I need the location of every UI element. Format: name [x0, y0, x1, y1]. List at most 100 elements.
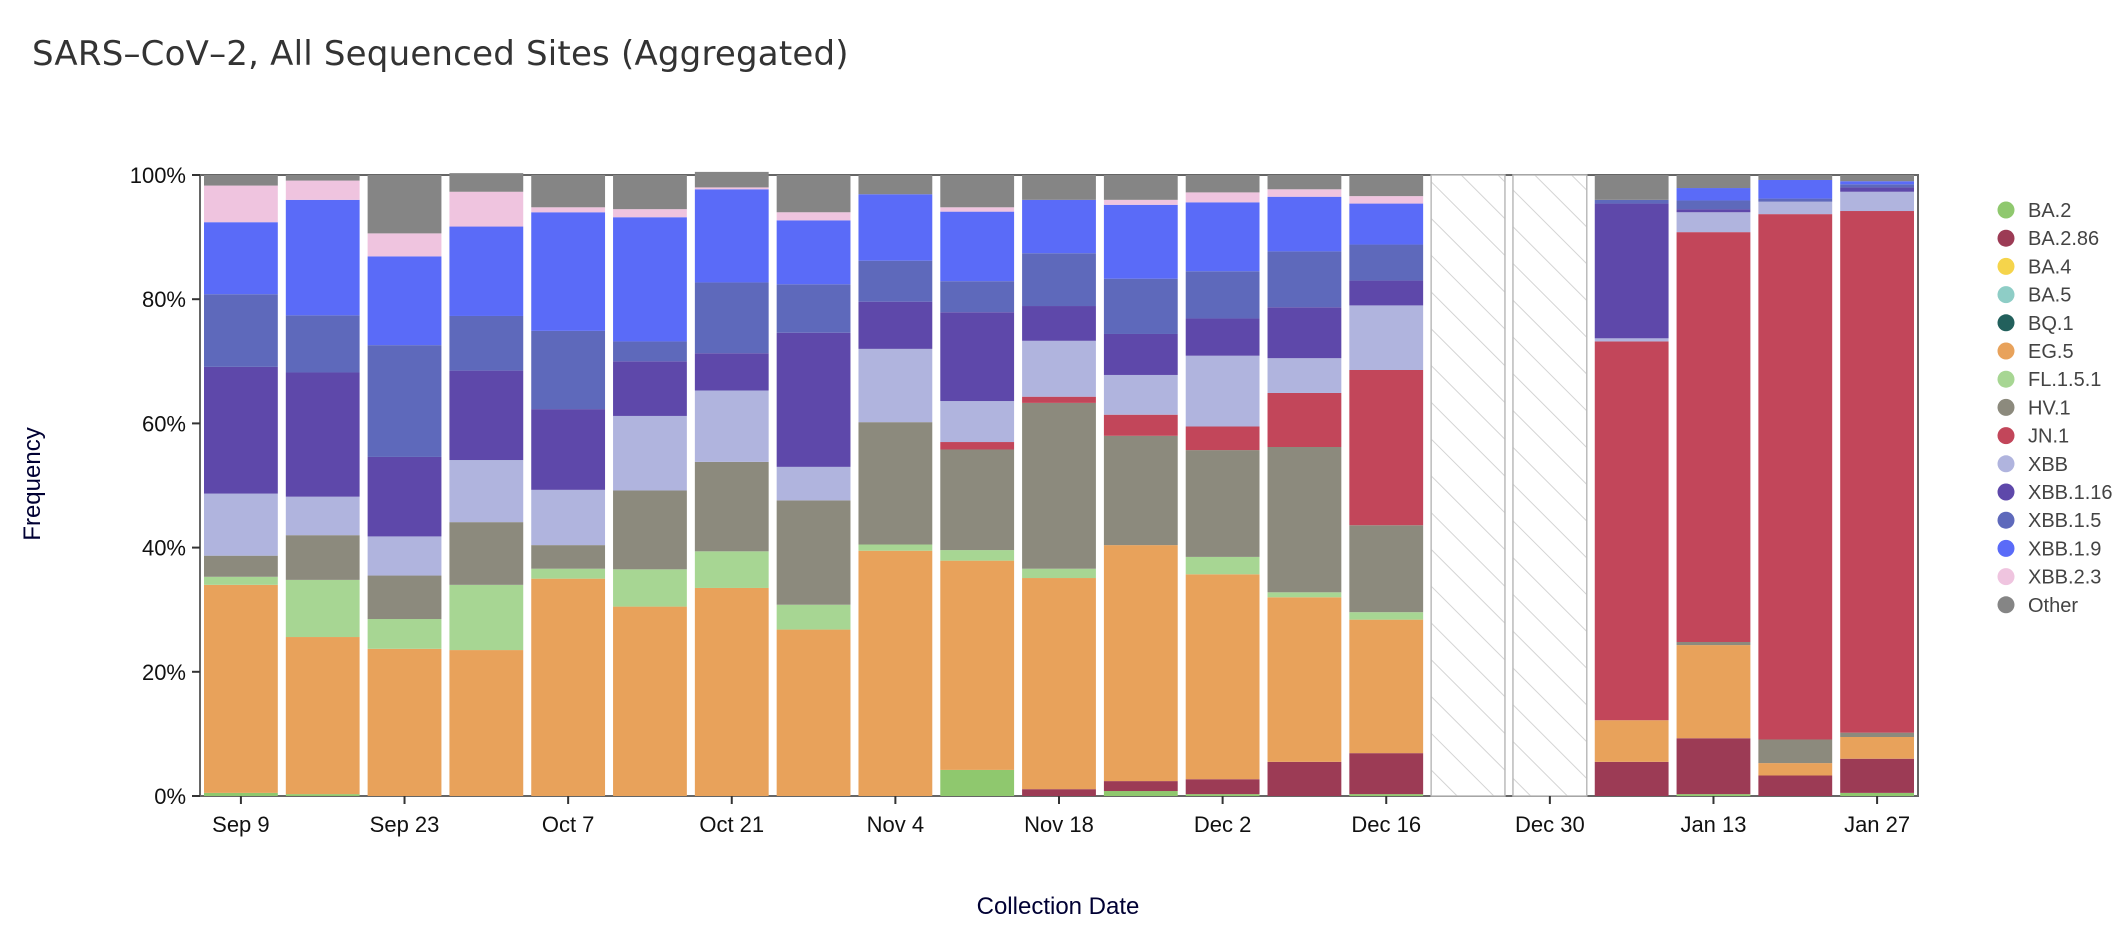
bar-segment[interactable]: [858, 544, 933, 551]
bar-segment[interactable]: [1840, 758, 1914, 793]
bar-segment[interactable]: [1022, 253, 1096, 307]
bar-segment[interactable]: [1022, 199, 1096, 254]
bar-segment[interactable]: [1349, 369, 1424, 526]
bar-segment[interactable]: [1840, 181, 1914, 185]
bar-segment[interactable]: [694, 461, 769, 552]
legend-item[interactable]: BA.5: [1997, 285, 2072, 307]
bar-segment[interactable]: [613, 490, 687, 570]
bar-segment[interactable]: [204, 175, 278, 186]
bar-segment[interactable]: [1758, 201, 1833, 215]
bar-segment[interactable]: [285, 637, 360, 795]
bar-segment[interactable]: [1349, 525, 1424, 613]
bar-segment[interactable]: [940, 560, 1015, 770]
bar-segment[interactable]: [613, 175, 687, 210]
bar-segment[interactable]: [1185, 202, 1260, 272]
bar-segment[interactable]: [694, 551, 769, 588]
bar-segment[interactable]: [285, 372, 360, 497]
bar-segment[interactable]: [1103, 435, 1178, 546]
bar-segment[interactable]: [1267, 592, 1342, 598]
bar-segment[interactable]: [1022, 175, 1096, 200]
bar-segment[interactable]: [1103, 781, 1178, 792]
bar-segment[interactable]: [1676, 212, 1751, 233]
bar-segment[interactable]: [940, 175, 1015, 208]
bar-segment[interactable]: [531, 568, 606, 579]
bar-segment[interactable]: [449, 370, 524, 461]
bar-segment[interactable]: [531, 409, 606, 490]
bar-segment[interactable]: [776, 629, 851, 796]
bar-segment[interactable]: [940, 442, 1015, 450]
bar-segment[interactable]: [1267, 189, 1342, 197]
bar-segment[interactable]: [1758, 763, 1833, 776]
bar-segment[interactable]: [1349, 280, 1424, 306]
bar-segment[interactable]: [613, 415, 687, 491]
bar-segment[interactable]: [1185, 355, 1260, 427]
bar-segment[interactable]: [531, 489, 606, 546]
bar-segment[interactable]: [285, 315, 360, 373]
legend-item[interactable]: BA.2: [1997, 200, 2072, 222]
bar-segment[interactable]: [858, 348, 933, 423]
bar-segment[interactable]: [1676, 641, 1751, 646]
bar-segment[interactable]: [613, 361, 687, 416]
bar-segment[interactable]: [1676, 209, 1751, 213]
bar-segment[interactable]: [1267, 446, 1342, 593]
bar-segment[interactable]: [1349, 196, 1424, 204]
bar-segment[interactable]: [940, 401, 1015, 443]
bar-segment[interactable]: [613, 341, 687, 362]
bar-segment[interactable]: [1840, 792, 1914, 796]
bar-segment[interactable]: [1022, 568, 1096, 579]
bar-segment[interactable]: [285, 496, 360, 536]
bar-segment[interactable]: [1349, 305, 1424, 370]
bar-segment[interactable]: [1022, 578, 1096, 790]
bar-segment[interactable]: [694, 587, 769, 796]
bar-segment[interactable]: [1022, 402, 1096, 569]
legend-item[interactable]: XBB.1.16: [1997, 482, 2113, 504]
bar-segment[interactable]: [940, 281, 1015, 313]
bar-segment[interactable]: [1758, 214, 1833, 740]
bar-segment[interactable]: [1594, 203, 1669, 339]
bar-segment[interactable]: [449, 191, 524, 227]
bar-segment[interactable]: [1349, 244, 1424, 281]
bar-segment[interactable]: [1185, 175, 1260, 193]
bar-segment[interactable]: [531, 175, 606, 208]
bar-segment[interactable]: [449, 522, 524, 585]
bar-segment[interactable]: [1840, 737, 1914, 759]
bar-segment[interactable]: [1594, 720, 1669, 762]
bar-segment[interactable]: [858, 550, 933, 796]
bar-segment[interactable]: [449, 315, 524, 371]
bar-segment[interactable]: [694, 353, 769, 391]
bar-segment[interactable]: [1676, 794, 1751, 796]
bar-segment[interactable]: [940, 769, 1015, 796]
bar-segment[interactable]: [1758, 175, 1833, 180]
bar-segment[interactable]: [1185, 779, 1260, 795]
bar-segment[interactable]: [940, 449, 1015, 551]
bar-segment[interactable]: [1758, 198, 1833, 202]
bar-segment[interactable]: [204, 792, 278, 796]
bar-segment[interactable]: [613, 569, 687, 607]
bar-segment[interactable]: [858, 175, 933, 195]
bar-segment[interactable]: [1676, 188, 1751, 201]
bar-segment[interactable]: [1594, 761, 1669, 796]
bar-segment[interactable]: [776, 466, 851, 501]
bar-segment[interactable]: [204, 493, 278, 556]
legend-item[interactable]: XBB: [1997, 454, 2069, 476]
bar-segment[interactable]: [1267, 358, 1342, 393]
bar-segment[interactable]: [940, 207, 1015, 212]
legend-item[interactable]: Other: [1997, 595, 2079, 617]
bar-segment[interactable]: [204, 366, 278, 494]
bar-segment[interactable]: [858, 194, 933, 261]
bar-segment[interactable]: [285, 199, 360, 316]
bar-segment[interactable]: [367, 233, 442, 257]
bar-segment[interactable]: [367, 619, 442, 649]
bar-segment[interactable]: [285, 794, 360, 796]
bar-segment[interactable]: [531, 545, 606, 569]
bar-segment[interactable]: [1840, 211, 1914, 733]
bar-segment[interactable]: [1349, 175, 1424, 197]
legend-item[interactable]: JN.1: [1997, 426, 2070, 448]
bar-segment[interactable]: [1185, 426, 1260, 451]
bar-segment[interactable]: [858, 260, 933, 302]
bar-segment[interactable]: [531, 212, 606, 331]
bar-segment[interactable]: [1185, 574, 1260, 780]
bar-segment[interactable]: [367, 175, 442, 234]
bar-segment[interactable]: [1185, 192, 1260, 203]
bar-segment[interactable]: [613, 606, 687, 796]
